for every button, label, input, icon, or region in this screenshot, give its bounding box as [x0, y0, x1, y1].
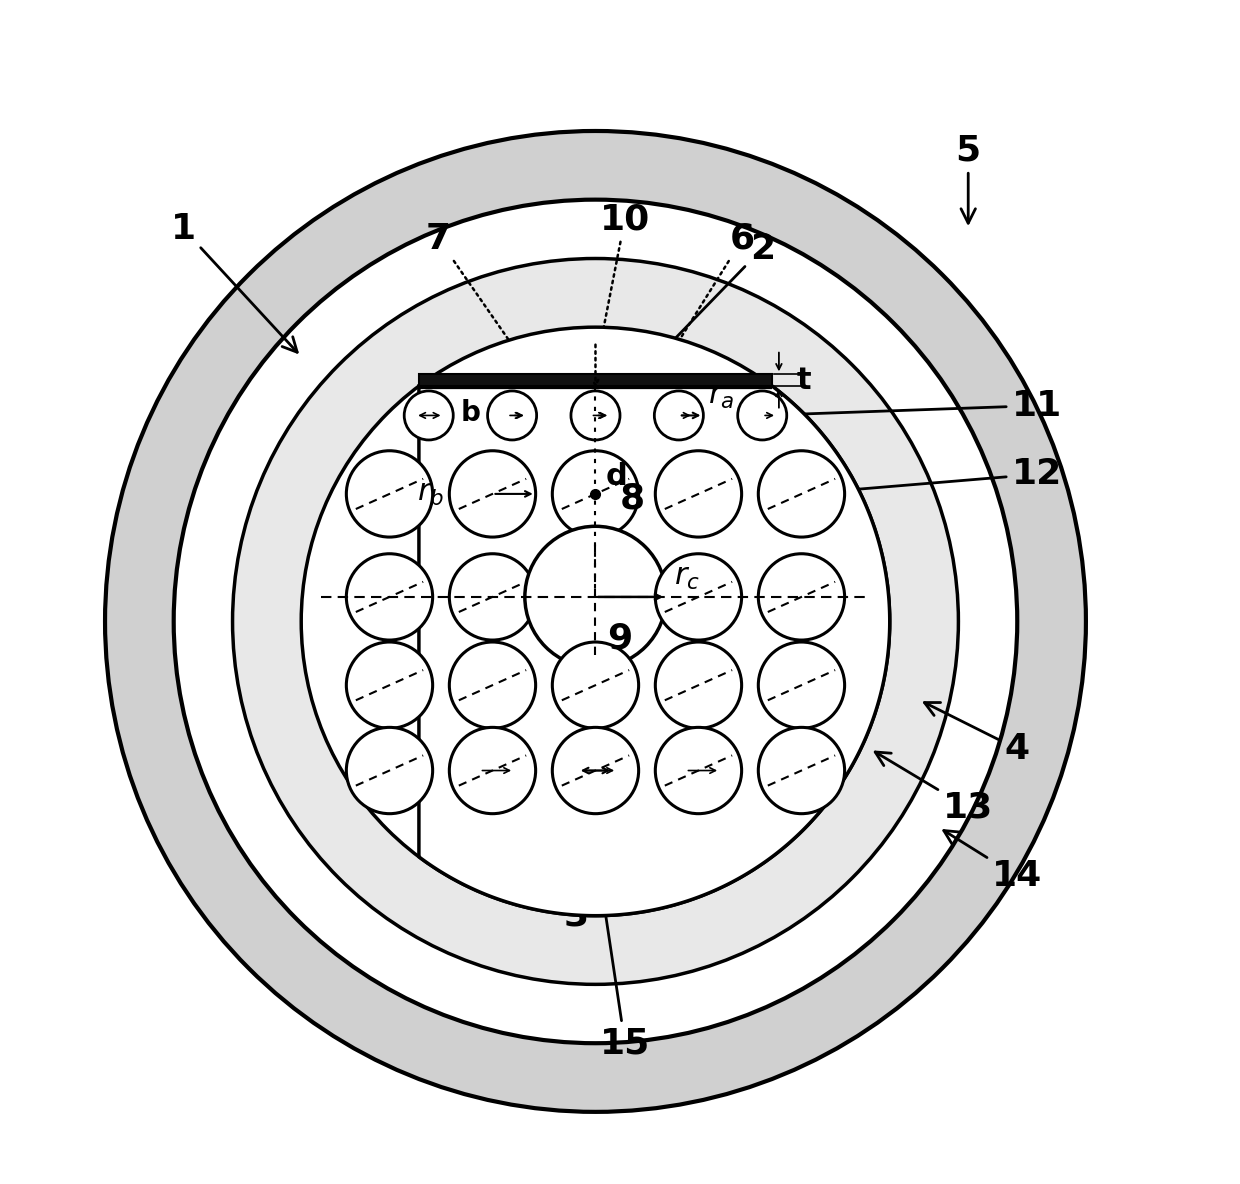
Circle shape [346, 727, 433, 813]
Circle shape [449, 554, 536, 641]
Circle shape [552, 642, 639, 728]
Circle shape [105, 131, 1086, 1112]
Text: $r_c$: $r_c$ [675, 564, 699, 592]
Circle shape [346, 554, 433, 641]
Circle shape [301, 327, 890, 915]
Circle shape [655, 642, 742, 728]
Circle shape [655, 727, 742, 813]
Text: b: b [460, 399, 480, 427]
Circle shape [552, 727, 639, 813]
Circle shape [738, 391, 786, 440]
Circle shape [346, 451, 433, 538]
Circle shape [759, 554, 844, 641]
Circle shape [404, 391, 454, 440]
Text: 7: 7 [427, 221, 533, 375]
Text: 8: 8 [620, 482, 645, 516]
Circle shape [655, 451, 742, 538]
Text: 4: 4 [925, 702, 1030, 766]
Circle shape [759, 727, 844, 813]
Circle shape [449, 642, 536, 728]
Text: 10: 10 [593, 202, 650, 363]
Circle shape [525, 526, 666, 668]
Text: 5: 5 [956, 134, 981, 224]
Text: 13: 13 [875, 752, 993, 825]
Text: 11: 11 [768, 388, 1061, 423]
Circle shape [570, 391, 620, 440]
Text: d: d [605, 462, 627, 491]
Text: 15: 15 [591, 852, 650, 1060]
Circle shape [552, 451, 639, 538]
Circle shape [233, 258, 959, 984]
Circle shape [655, 554, 742, 641]
Text: 2: 2 [609, 232, 775, 406]
Polygon shape [419, 386, 890, 915]
Text: 3: 3 [563, 829, 599, 933]
Text: $r_b$: $r_b$ [418, 480, 444, 508]
Circle shape [759, 642, 844, 728]
Circle shape [174, 200, 1017, 1043]
Text: 1: 1 [171, 212, 298, 353]
Text: 9: 9 [608, 622, 632, 656]
Text: 14: 14 [944, 830, 1043, 894]
Circle shape [449, 727, 536, 813]
Circle shape [759, 451, 844, 538]
Text: $r_a$: $r_a$ [708, 381, 734, 411]
Circle shape [449, 451, 536, 538]
Text: t: t [796, 366, 811, 394]
Text: 6: 6 [657, 221, 755, 375]
Circle shape [655, 391, 703, 440]
Polygon shape [419, 374, 773, 386]
Circle shape [487, 391, 537, 440]
Text: 12: 12 [807, 457, 1061, 500]
Circle shape [346, 642, 433, 728]
